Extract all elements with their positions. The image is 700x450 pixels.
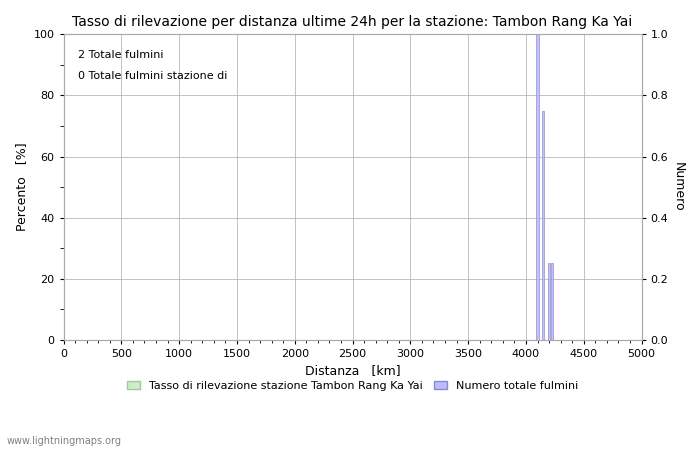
Text: 0 Totale fulmini stazione di: 0 Totale fulmini stazione di <box>78 71 228 81</box>
Bar <box>542 111 545 340</box>
Y-axis label: Numero: Numero <box>672 162 685 212</box>
Legend: Tasso di rilevazione stazione Tambon Rang Ka Yai, Numero totale fulmini: Tasso di rilevazione stazione Tambon Ran… <box>122 376 583 395</box>
Text: 2 Totale fulmini: 2 Totale fulmini <box>78 50 164 59</box>
X-axis label: Distanza   [km]: Distanza [km] <box>304 364 400 378</box>
Bar <box>551 263 553 340</box>
Bar <box>536 34 538 340</box>
Bar <box>548 263 550 340</box>
Y-axis label: Percento   [%]: Percento [%] <box>15 143 28 231</box>
Title: Tasso di rilevazione per distanza ultime 24h per la stazione: Tambon Rang Ka Yai: Tasso di rilevazione per distanza ultime… <box>72 15 633 29</box>
Text: www.lightningmaps.org: www.lightningmaps.org <box>7 436 122 446</box>
